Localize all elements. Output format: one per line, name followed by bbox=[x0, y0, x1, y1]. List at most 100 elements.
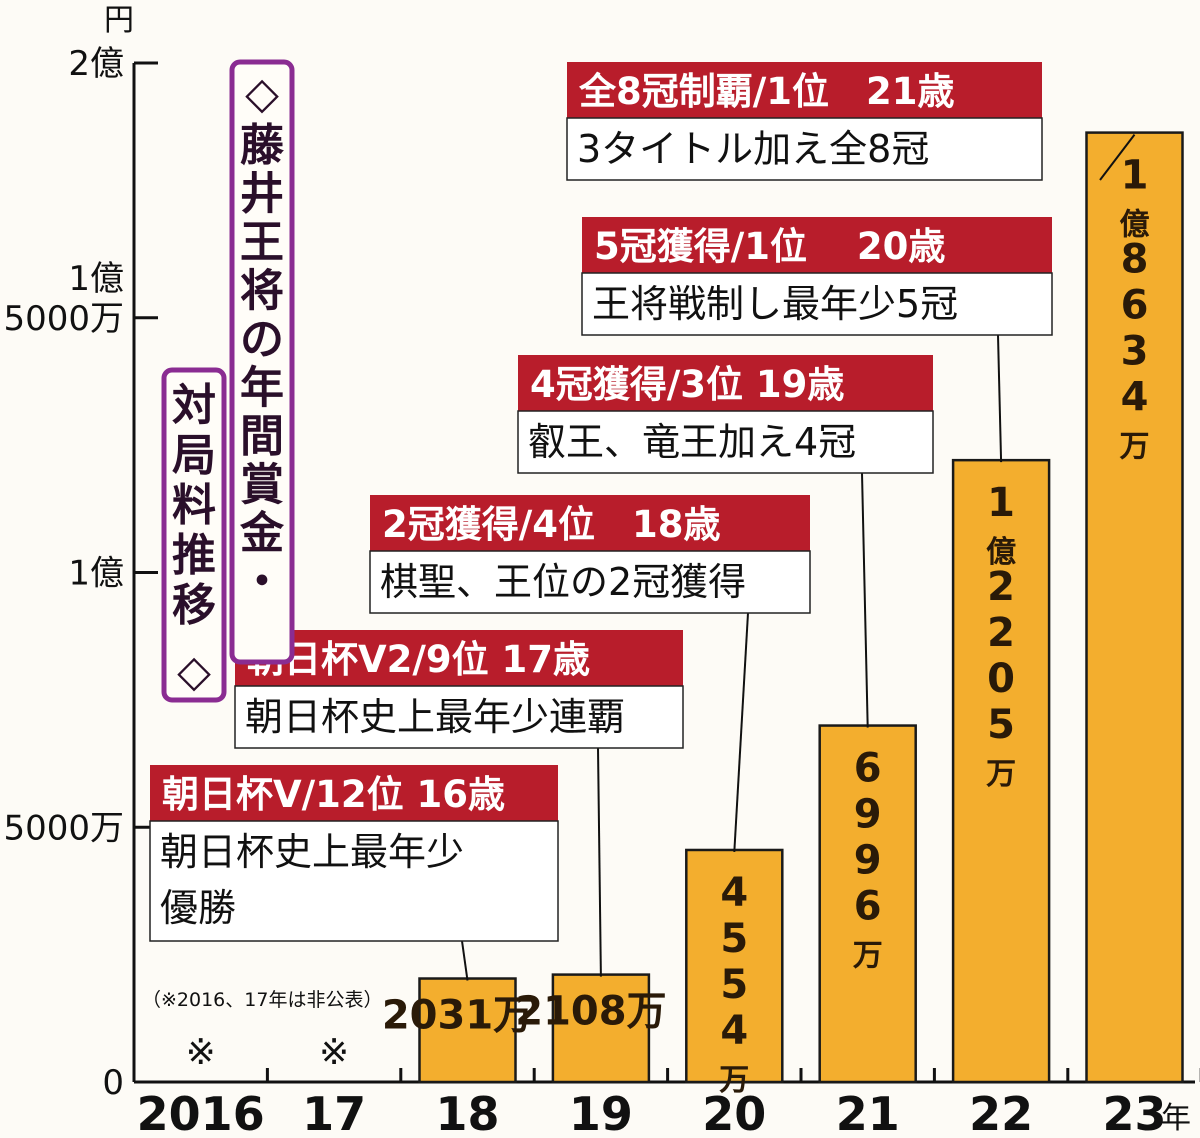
annotation: 全8冠制覇/1位 21歳 3タイトル加え全8冠 bbox=[566, 62, 1043, 181]
x-tick-label: 22 bbox=[969, 1087, 1033, 1138]
x-tick-label: 2016 bbox=[137, 1087, 265, 1138]
y-tick-label: 2億 bbox=[68, 44, 124, 84]
annotation-header: 4冠獲得/3位 19歳 bbox=[530, 363, 844, 406]
bar bbox=[818, 724, 917, 1084]
value-label-char: 2 bbox=[987, 564, 1015, 610]
title-top-diamond: ◇ bbox=[245, 68, 279, 119]
x-tick-label: 18 bbox=[435, 1087, 499, 1138]
bar bbox=[551, 973, 651, 1084]
value-label-char: 5 bbox=[987, 702, 1015, 748]
title-sub-frame bbox=[161, 367, 227, 703]
title-char: 間 bbox=[240, 411, 284, 462]
title-char: 料 bbox=[172, 480, 216, 531]
value-label: 2108万 bbox=[515, 989, 666, 1035]
value-label-char: 万 bbox=[719, 1063, 749, 1098]
value-label-char: 6 bbox=[854, 746, 882, 792]
value-label: 2031万 bbox=[382, 993, 533, 1039]
leader-layer bbox=[461, 133, 1136, 981]
title-char: 対 bbox=[172, 380, 216, 431]
value-label-char: 8 bbox=[1121, 237, 1149, 283]
title-char: 金 bbox=[239, 508, 285, 559]
leader-line bbox=[733, 612, 749, 853]
value-label-char: 万 bbox=[853, 939, 883, 974]
value-label-char: 3 bbox=[1121, 329, 1149, 375]
chart-note: （※2016、17年は非公表） bbox=[142, 989, 382, 1011]
value-label-char: 0 bbox=[987, 656, 1015, 702]
annotation-body-bg bbox=[149, 820, 559, 942]
y-unit-label: 円 bbox=[104, 3, 134, 38]
annotation-text: 3タイトル加え全8冠 bbox=[577, 127, 929, 171]
value-label-char: 億 bbox=[1120, 208, 1150, 243]
value-label-char: 4 bbox=[720, 870, 748, 916]
bar-layer bbox=[418, 131, 1184, 1084]
y-tick-label: 1億 bbox=[68, 554, 124, 594]
title-char: ・ bbox=[240, 557, 284, 608]
value-label-char: 9 bbox=[854, 838, 882, 884]
title-char: 移 bbox=[172, 580, 216, 631]
annotation-header-bg bbox=[567, 62, 1042, 118]
value-label-char: 万 bbox=[986, 757, 1016, 792]
x-tick-label: 17 bbox=[302, 1087, 366, 1138]
annotation-text: 王将戦制し最年少5冠 bbox=[592, 282, 958, 326]
value-label-char: 2 bbox=[987, 610, 1015, 656]
annotation-header: 朝日杯V2/9位 17歳 bbox=[247, 638, 590, 681]
title-char: 藤 bbox=[240, 120, 284, 171]
annotation-body-bg bbox=[566, 117, 1043, 181]
title-char: 賞 bbox=[240, 460, 284, 511]
annotation-text: 朝日杯史上最年少連覇 bbox=[245, 695, 625, 739]
value-label-char: 6 bbox=[1121, 283, 1149, 329]
x-tick-label: 23 bbox=[1102, 1087, 1166, 1138]
annotation-text: 優勝 bbox=[160, 886, 236, 930]
leader-line bbox=[861, 472, 869, 728]
annotation-text: 叡王、竜王加え4冠 bbox=[528, 420, 856, 464]
bar bbox=[951, 458, 1051, 1084]
x-tick-label: 21 bbox=[836, 1087, 900, 1138]
bar bbox=[418, 977, 517, 1084]
value-label-char: 9 bbox=[854, 792, 882, 838]
annotation-body-bg bbox=[581, 272, 1053, 336]
value-label-char: 万 bbox=[1120, 430, 1150, 465]
leader-line bbox=[597, 747, 602, 977]
value-label-char: 6 bbox=[854, 884, 882, 930]
title-char: 井 bbox=[240, 169, 284, 220]
leader-line bbox=[1099, 133, 1136, 181]
x-tick-label: 19 bbox=[569, 1087, 633, 1138]
y-tick-label: 5000万 bbox=[3, 299, 124, 339]
annotation-text: 朝日杯史上最年少 bbox=[160, 830, 464, 874]
bar bbox=[1085, 131, 1184, 1084]
y-tick-label: 1億 bbox=[68, 259, 124, 299]
annotation-header-bg bbox=[582, 217, 1052, 273]
y-tick-label: 5000万 bbox=[3, 808, 124, 848]
undisclosed-mark: ※ bbox=[186, 1032, 216, 1073]
value-label-char: 億 bbox=[986, 535, 1016, 570]
annotation-header-bg bbox=[370, 495, 810, 551]
undisclosed-mark: ※ bbox=[319, 1032, 349, 1073]
leader-line bbox=[461, 940, 469, 981]
annotation-text: 棋聖、王位の2冠獲得 bbox=[380, 560, 746, 604]
value-label-char: 4 bbox=[720, 1008, 748, 1054]
annotation-body-bg bbox=[517, 410, 934, 474]
annotation-body-bg bbox=[234, 685, 684, 749]
annotation-header: 2冠獲得/4位 18歳 bbox=[382, 503, 721, 546]
title-char: 将 bbox=[240, 266, 284, 317]
title-char: 局 bbox=[172, 430, 216, 481]
value-label-char: 4 bbox=[1121, 375, 1149, 421]
annotation-header: 5冠獲得/1位 20歳 bbox=[594, 225, 945, 268]
value-label-char: 1 bbox=[987, 480, 1015, 526]
annotation-header: 全8冠制覇/1位 21歳 bbox=[578, 70, 955, 113]
x-unit-label: 年 bbox=[1161, 1101, 1191, 1136]
value-label-char: 5 bbox=[720, 962, 748, 1008]
annotation-header-bg bbox=[235, 630, 683, 686]
annotation-header: 朝日杯V/12位 16歳 bbox=[162, 773, 505, 816]
value-label-char: 1 bbox=[1121, 153, 1149, 199]
title-char: 年 bbox=[240, 363, 284, 414]
